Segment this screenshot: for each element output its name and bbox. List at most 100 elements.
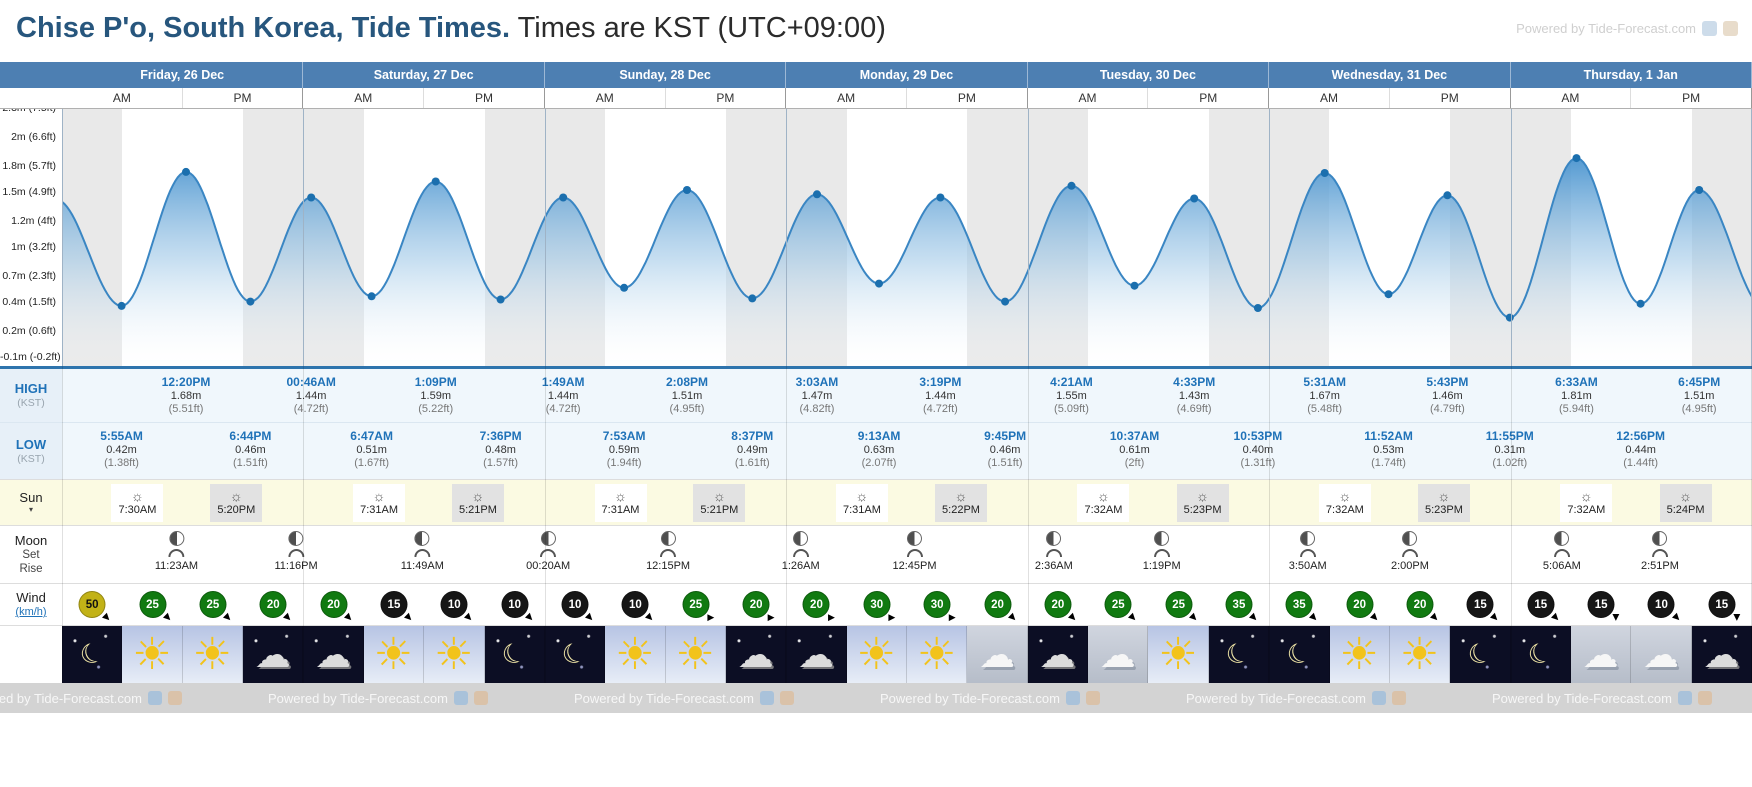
tide-height-m: 0.49m <box>736 443 768 456</box>
high-tide-dot <box>1067 181 1076 190</box>
moon-rise-event: 2:51PM <box>1641 531 1679 572</box>
moon-set-event: 5:06AM <box>1543 531 1581 572</box>
footer-powered-by: Powered by Tide-Forecast.com <box>226 691 532 706</box>
moon-rise-arc-icon <box>414 549 431 557</box>
tide-height-m: 0.63m <box>863 443 895 456</box>
moon-set-arc-icon <box>1299 549 1316 557</box>
pm-label: PM <box>1148 88 1270 108</box>
footer-icon-b[interactable] <box>167 691 182 705</box>
wind-speed: 10 <box>628 598 642 611</box>
pm-label: PM <box>183 88 304 108</box>
weather-tile-clear-night: ☾ <box>484 626 545 683</box>
tide-time: 11:55PM <box>1485 429 1534 443</box>
tide-height-m: 0.59m <box>608 443 640 456</box>
low-tide-entry: 9:45PM 0.46m (1.51ft) <box>984 429 1026 471</box>
wind-speed: 10 <box>568 598 582 611</box>
moon-phase-icon <box>1554 531 1570 546</box>
moon-rise-arc-icon <box>906 549 923 557</box>
high-tide-dot <box>1695 186 1704 194</box>
wind-row-label: Wind (km/h) <box>0 584 62 625</box>
footer-powered-text: Powered by Tide-Forecast.com <box>0 690 142 706</box>
sun-icon: ☀ <box>192 630 233 679</box>
weather-tile-sunny: ☀ <box>665 626 726 683</box>
footer-icon-a[interactable] <box>147 691 162 705</box>
wind-direction-arrow: ▶ <box>1732 614 1743 621</box>
y-axis-label: 1.8m (5.7ft) <box>2 159 56 172</box>
y-axis-label: 1.2m (4ft) <box>11 214 56 227</box>
footer-icon-b[interactable] <box>1085 691 1100 705</box>
sunset-icon: ☼ <box>954 488 968 504</box>
wind-badge: 25 ▶ <box>199 591 234 623</box>
sunrise-cell: ☼ 7:31AM <box>353 484 406 522</box>
social-icon-b[interactable] <box>1723 21 1738 36</box>
location-title: Chise P'o, South Korea, Tide Times. <box>16 12 511 44</box>
moon-rise-arc-icon <box>168 549 185 557</box>
moon-row: Moon Set Rise 11:23AM 11:16PM 11:49AM 00:20… <box>0 525 1752 583</box>
weather-tile-sunny: ☀ <box>363 626 425 683</box>
cloud-icon: ☁ <box>1643 633 1680 675</box>
weather-tile-cloudy-night: ☁ <box>786 626 847 683</box>
wind-direction-arrow: ▶ <box>644 611 657 624</box>
day-boundary-line <box>1027 109 1029 366</box>
footer-icon-a[interactable] <box>1371 691 1386 705</box>
footer-icon-b[interactable] <box>473 691 488 705</box>
sun-expand-icon[interactable]: ▾ <box>28 505 33 514</box>
wind-direction-arrow: ▶ <box>1188 611 1200 624</box>
tide-time: 12:56PM <box>1616 429 1665 443</box>
tide-height-m: 0.53m <box>1373 443 1404 456</box>
tide-time: 4:21AM <box>1050 375 1093 389</box>
moon-set-event: 11:16PM <box>274 531 318 572</box>
footer-icon-b[interactable] <box>1391 691 1406 705</box>
weather-tile-cloudy-night: ☁ <box>303 626 364 683</box>
wind-direction-arrow: ▶ <box>1489 611 1502 624</box>
tide-height-ft: (1.67ft) <box>354 457 390 469</box>
tide-time: 2:08PM <box>665 375 708 389</box>
footer-icon-a[interactable] <box>759 691 774 705</box>
footer-icon-b[interactable] <box>1697 691 1712 705</box>
day-boundary-line <box>303 109 305 366</box>
tide-height-m: 1.44m <box>547 389 579 402</box>
high-tide-dot <box>1443 191 1452 200</box>
tide-time: 7:53AM <box>602 429 646 443</box>
wind-direction-arrow: ▶ <box>767 612 775 622</box>
social-icon-a[interactable] <box>1702 21 1717 36</box>
tide-height-ft: (1.38ft) <box>104 457 139 469</box>
high-tide-dot <box>683 186 691 194</box>
wind-direction-arrow: ▶ <box>101 611 114 624</box>
wind-speed: 15 <box>1534 598 1548 611</box>
weather-tile-clear-night: ☾ <box>1450 626 1511 683</box>
moon-icon: ☾ <box>1221 635 1256 673</box>
moon-icon: ☾ <box>557 635 592 673</box>
tide-height-m: 1.81m <box>1561 389 1592 402</box>
footer-icon-b[interactable] <box>779 691 794 705</box>
low-tide-dot <box>1636 299 1645 308</box>
footer-icon-a[interactable] <box>1065 691 1080 705</box>
day-header-cell: Sunday, 28 Dec <box>545 62 787 88</box>
low-tide-dot <box>1001 297 1010 306</box>
wind-badge: 25 ▶ <box>682 591 714 622</box>
wind-badge: 30 ▶ <box>863 591 895 622</box>
moon-set-time: 5:06AM <box>1542 560 1581 572</box>
wind-badge: 35 ▶ <box>1225 591 1260 623</box>
wind-unit-link[interactable]: (km/h) <box>15 606 47 618</box>
day-header-cell: Friday, 26 Dec <box>62 62 304 88</box>
sunset-time: 5:22PM <box>942 504 980 516</box>
tide-height-ft: (4.82ft) <box>799 403 835 415</box>
day-header-cell: Saturday, 27 Dec <box>303 62 545 88</box>
moon-set-event: 2:36AM <box>1035 531 1073 572</box>
cloud-icon: ☁ <box>315 633 352 675</box>
wind-badge: 15 ▶ <box>380 591 415 623</box>
tide-time: 6:44PM <box>229 429 272 443</box>
weather-tile-overcast: ☁ <box>1570 626 1632 683</box>
wind-direction-arrow: ▶ <box>1611 614 1622 621</box>
am-label: AM <box>303 88 425 108</box>
moon-set-time: 1:26AM <box>781 560 820 572</box>
weather-tile-cloudy-night: ☁ <box>1691 626 1752 683</box>
moon-rise-event: 2:00PM <box>1391 531 1429 572</box>
footer-icon-a[interactable] <box>1677 691 1692 705</box>
low-tide-entry: 6:47AM 0.51m (1.67ft) <box>350 429 393 471</box>
weather-tile-clear-night: ☾ <box>62 626 123 683</box>
tide-height-ft: (4.72ft) <box>293 403 329 415</box>
wind-direction-arrow: ▶ <box>282 611 295 624</box>
footer-icon-a[interactable] <box>453 691 468 705</box>
